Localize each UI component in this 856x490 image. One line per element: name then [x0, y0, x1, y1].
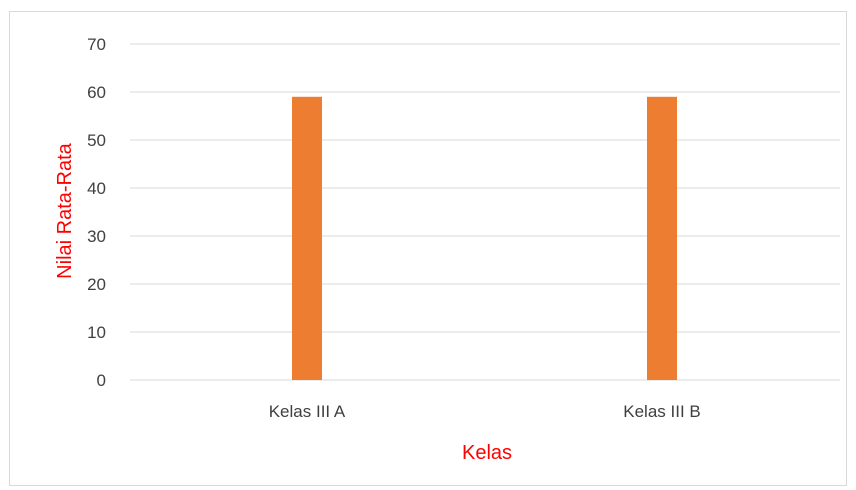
- bars: [292, 96, 677, 381]
- chart-area: [9, 11, 847, 486]
- y-tick-label: 30: [87, 227, 106, 246]
- y-axis-title: Nilai Rata-Rata: [54, 142, 76, 278]
- x-axis-title: Kelas: [462, 442, 512, 464]
- y-tick-label: 10: [87, 323, 106, 342]
- bar: [292, 96, 322, 381]
- x-tick-label: Kelas III A: [269, 402, 346, 421]
- y-axis-ticks: 0 10 20 30 40 50 60 70: [87, 35, 106, 390]
- y-tick-label: 40: [87, 179, 106, 198]
- bar: [647, 96, 677, 381]
- y-tick-label: 0: [97, 371, 106, 390]
- y-tick-label: 70: [87, 35, 106, 54]
- y-tick-label: 50: [87, 131, 106, 150]
- y-tick-label: 60: [87, 83, 106, 102]
- y-tick-label: 20: [87, 275, 106, 294]
- x-tick-label: Kelas III B: [623, 402, 700, 421]
- gridlines: [130, 43, 840, 381]
- x-axis-ticks: Kelas III A Kelas III B: [269, 402, 701, 421]
